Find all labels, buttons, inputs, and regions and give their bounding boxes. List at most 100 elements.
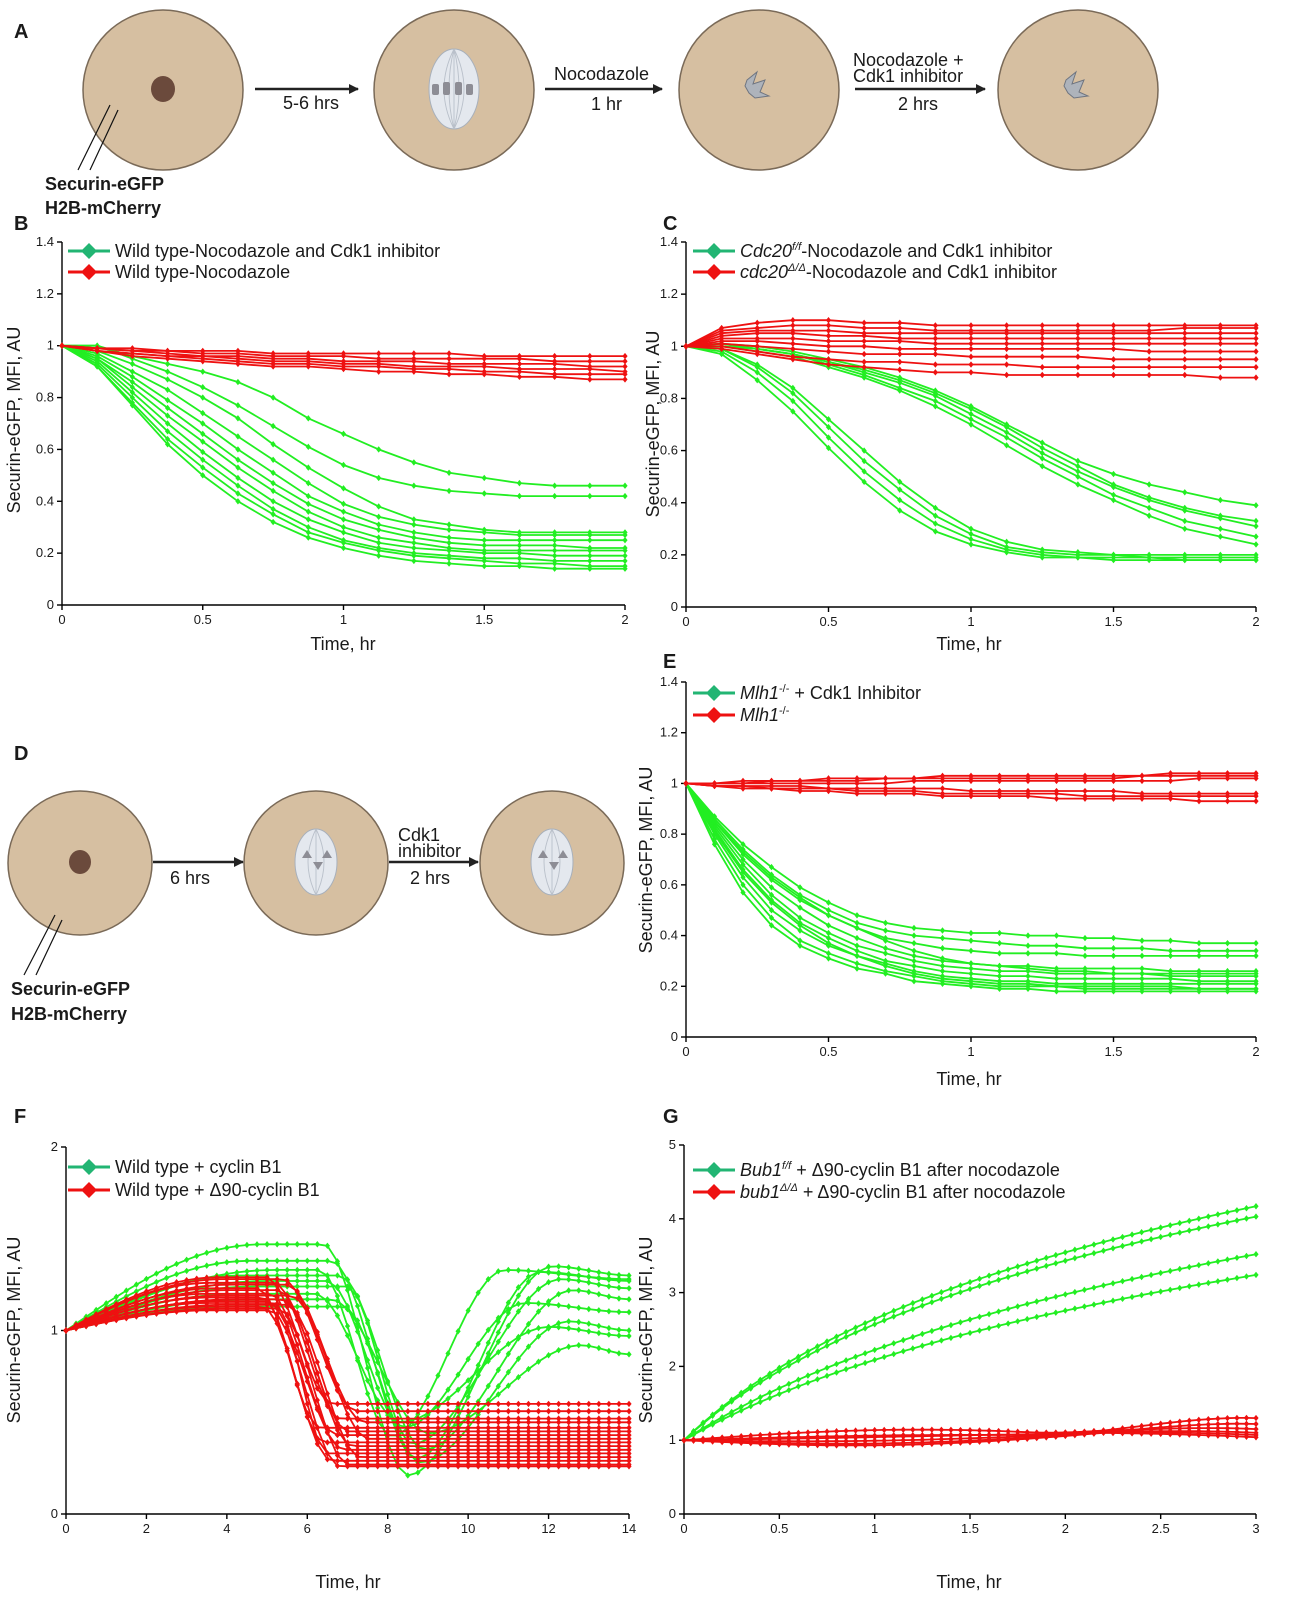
data-point bbox=[719, 1416, 725, 1423]
data-point bbox=[445, 1386, 451, 1393]
data-point bbox=[566, 1446, 572, 1453]
data-point bbox=[862, 1325, 868, 1332]
data-point bbox=[405, 1442, 411, 1450]
data-point bbox=[485, 1275, 491, 1283]
data-point bbox=[1167, 1419, 1173, 1426]
data-point bbox=[586, 1442, 592, 1450]
data-point bbox=[375, 1424, 381, 1431]
data-point bbox=[814, 1343, 821, 1350]
data-point bbox=[897, 350, 903, 358]
data-point bbox=[616, 1450, 622, 1457]
data-point bbox=[446, 555, 452, 562]
y-tick-label: 1.4 bbox=[36, 234, 54, 249]
pointer-line bbox=[35, 919, 63, 976]
data-point bbox=[395, 1428, 401, 1435]
data-point bbox=[626, 1308, 632, 1316]
data-point bbox=[129, 360, 135, 368]
data-point bbox=[626, 1463, 632, 1470]
data-point bbox=[552, 565, 558, 572]
data-point bbox=[1110, 952, 1117, 960]
y-tick-label: 0.8 bbox=[660, 826, 678, 841]
y-tick-label: 0.6 bbox=[660, 443, 678, 458]
data-point bbox=[1224, 1276, 1230, 1283]
data-point bbox=[340, 508, 347, 515]
data-point bbox=[535, 1408, 542, 1415]
data-point bbox=[304, 1272, 310, 1279]
data-point bbox=[825, 332, 832, 340]
data-point bbox=[843, 1357, 849, 1364]
data-point bbox=[143, 1301, 150, 1309]
data-point bbox=[365, 1364, 371, 1372]
data-point bbox=[1217, 496, 1223, 504]
data-point bbox=[1217, 340, 1223, 347]
data-point bbox=[465, 1377, 471, 1384]
data-point bbox=[425, 1450, 431, 1457]
y-axis-label: Securin-eGFP, MFI, AU bbox=[636, 767, 656, 954]
series-red bbox=[681, 1414, 1259, 1449]
data-point bbox=[587, 482, 593, 489]
data-point bbox=[395, 1453, 401, 1461]
data-point bbox=[304, 1305, 310, 1312]
data-point bbox=[767, 1440, 773, 1448]
data-point bbox=[1205, 1260, 1211, 1267]
arrow-label: Cdk1 bbox=[398, 825, 440, 845]
data-point bbox=[515, 1308, 522, 1315]
data-point bbox=[133, 1288, 139, 1295]
data-point bbox=[626, 1439, 632, 1446]
data-point bbox=[1129, 1240, 1135, 1247]
data-point bbox=[415, 1415, 421, 1422]
data-point bbox=[1186, 1217, 1192, 1225]
data-point bbox=[264, 1241, 270, 1248]
data-point bbox=[535, 1300, 542, 1307]
data-point bbox=[1215, 1211, 1221, 1218]
data-point bbox=[932, 369, 938, 376]
data-point bbox=[284, 1257, 290, 1264]
data-point bbox=[445, 1419, 451, 1426]
data-point bbox=[552, 492, 558, 500]
data-point bbox=[740, 868, 746, 876]
data-point bbox=[825, 780, 832, 787]
data-point bbox=[790, 345, 796, 353]
data-point bbox=[626, 1275, 632, 1283]
data-point bbox=[224, 1275, 230, 1283]
data-point bbox=[566, 1303, 572, 1310]
data-point bbox=[385, 1463, 391, 1470]
data-point bbox=[535, 1457, 542, 1464]
data-point bbox=[556, 1408, 562, 1415]
data-point bbox=[626, 1408, 632, 1415]
data-point bbox=[535, 1400, 542, 1408]
data-point bbox=[1110, 787, 1117, 795]
data-point bbox=[535, 1463, 542, 1470]
data-point bbox=[1039, 363, 1045, 371]
data-point bbox=[244, 1307, 250, 1314]
y-tick-label: 0.2 bbox=[660, 547, 678, 562]
data-point bbox=[626, 1424, 632, 1431]
data-point bbox=[596, 1431, 602, 1439]
data-point bbox=[435, 1435, 441, 1442]
data-point bbox=[270, 363, 276, 370]
data-point bbox=[948, 1285, 954, 1292]
data-point bbox=[556, 1415, 562, 1422]
data-point bbox=[59, 342, 65, 349]
data-point bbox=[932, 335, 938, 342]
data-point bbox=[795, 1376, 801, 1383]
data-point bbox=[586, 1450, 592, 1457]
data-point bbox=[606, 1408, 612, 1415]
data-point bbox=[1224, 939, 1231, 947]
data-point bbox=[897, 345, 903, 353]
data-point bbox=[284, 1347, 290, 1354]
data-point bbox=[939, 967, 946, 975]
data-point bbox=[626, 1332, 632, 1340]
data-point bbox=[204, 1249, 210, 1256]
data-point bbox=[455, 1328, 461, 1335]
data-point bbox=[882, 927, 889, 934]
data-point bbox=[314, 1440, 320, 1448]
data-point bbox=[305, 363, 311, 370]
data-point bbox=[1043, 1295, 1049, 1303]
data-point bbox=[882, 780, 889, 787]
data-point bbox=[525, 1273, 532, 1280]
data-point bbox=[833, 1360, 840, 1368]
data-point bbox=[274, 1301, 280, 1309]
data-point bbox=[1081, 1303, 1087, 1310]
data-point bbox=[1082, 983, 1088, 990]
